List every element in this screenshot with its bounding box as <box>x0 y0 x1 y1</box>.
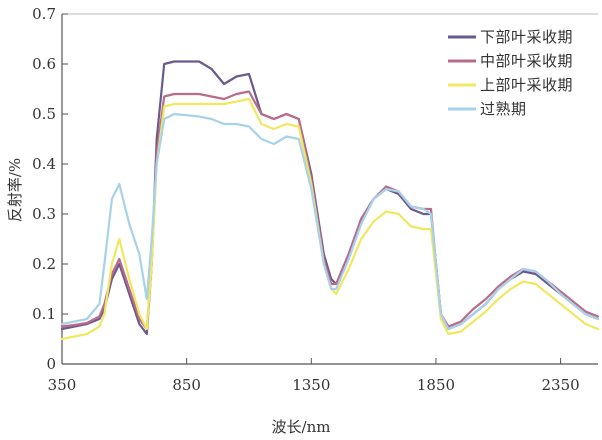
x-tick-label: 850 <box>172 376 201 394</box>
y-tick-label: 0.7 <box>32 5 56 23</box>
series-line-3 <box>60 97 600 341</box>
legend-label: 上部叶采收期 <box>480 76 573 94</box>
series-group <box>60 60 600 341</box>
legend-label: 过熟期 <box>480 100 527 118</box>
series-line-2 <box>60 90 600 331</box>
legend-label: 下部叶采收期 <box>480 28 573 46</box>
plot-frame-group <box>61 13 598 365</box>
y-tick-label: 0.2 <box>32 255 56 273</box>
y-tick-label: 0.3 <box>32 205 56 223</box>
legend-label: 中部叶采收期 <box>480 52 573 70</box>
x-tick-label: 1350 <box>292 376 330 394</box>
y-axis-title: 反射率/% <box>6 158 24 222</box>
y-tick-label: 0 <box>46 355 56 373</box>
y-axis-ticks: 0 0.1 0.2 0.3 0.4 0.5 0.6 0.7 <box>32 5 68 373</box>
y-tick-label: 0.4 <box>32 155 56 173</box>
y-tick-label: 0.6 <box>32 55 56 73</box>
x-tick-label: 1850 <box>417 376 455 394</box>
series-line-4 <box>60 112 600 331</box>
y-tick-label: 0.1 <box>32 305 56 323</box>
x-tick-label: 350 <box>48 376 77 394</box>
x-tick-label: 2350 <box>542 376 580 394</box>
y-tick-label: 0.5 <box>32 105 56 123</box>
x-axis-title: 波长/nm <box>272 418 331 436</box>
x-axis-ticks: 350 850 1350 1850 2350 <box>48 358 580 394</box>
